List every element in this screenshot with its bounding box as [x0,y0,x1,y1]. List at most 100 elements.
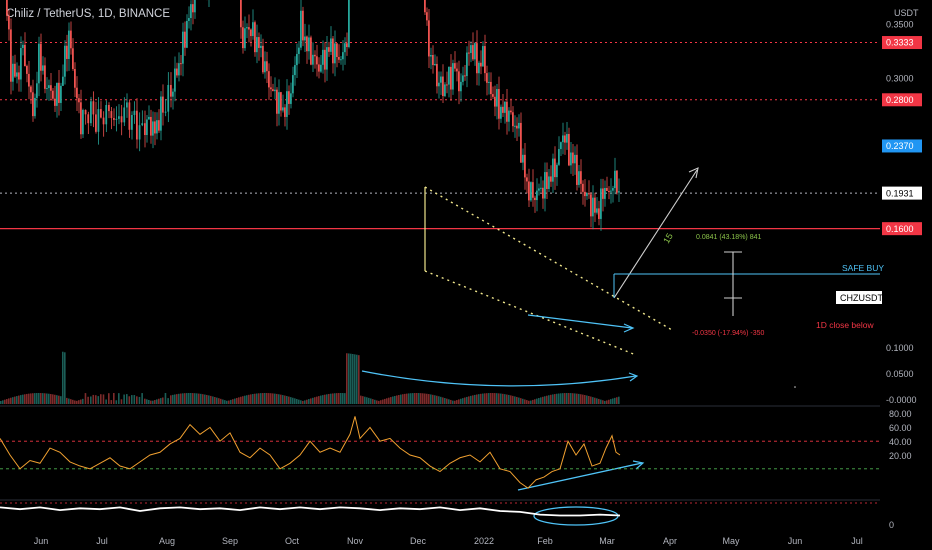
candle-body [141,123,144,126]
candle-body [74,69,76,88]
volume-bar [538,397,540,404]
volume-bar [346,353,348,404]
volume-bar [304,400,306,404]
volume-bar [408,393,410,404]
candle-body [308,37,310,52]
volume-bar [276,393,278,404]
volume-bar [410,393,412,404]
candle-body [172,91,174,97]
candle-body [608,191,610,193]
candle-body [466,52,468,77]
volume-bar [460,398,462,404]
candle-body [240,0,242,28]
candle-body [440,76,442,83]
target-arrow [613,169,698,299]
volume-bar [326,394,328,404]
volume-bar [12,397,14,404]
volume-bar [42,393,44,404]
candle-body [512,112,514,127]
volume-bar [314,397,316,404]
volume-bar [548,395,550,404]
candle-body [476,43,478,74]
volume-bar [378,400,380,404]
candle-body [162,96,164,113]
channel-top-line [424,186,673,331]
candle-body [344,43,346,53]
volume-bar [546,395,548,404]
volume-bar [154,400,156,404]
price-tick: 0.0500 [886,369,914,379]
volume-bar [568,393,570,404]
candle-body [588,193,590,195]
volume-bar [102,394,105,404]
candle-body [80,102,82,135]
volume-bar [572,393,574,404]
candle-body [138,125,141,140]
candle-body [250,29,252,37]
volume-bar [148,399,150,404]
volume-bar [540,397,542,404]
candle-body [462,75,464,82]
candle-body [514,125,516,127]
volume-bar [58,395,60,404]
volume-bar [582,394,584,404]
candle-body [488,81,490,83]
candle-body [188,18,190,21]
volume-bar [296,398,298,404]
volume-bar [198,393,200,404]
volume-bar [360,395,362,404]
candle-body [92,101,95,115]
volume-bar [438,396,440,404]
volume-bar [478,394,480,404]
volume-bar [432,394,434,404]
rsi-tick: 80.00 [889,409,912,419]
volume-bar [332,393,334,404]
volume-bar [184,393,186,404]
volume-bar [474,394,476,404]
volume-bar [424,393,426,404]
candle-body [144,123,146,136]
volume-bar [242,396,244,404]
volume-bar [70,399,72,404]
volume-bar [382,399,384,404]
time-tick: Nov [347,536,364,546]
volume-bar [614,397,616,404]
time-tick: Feb [537,536,553,546]
candle-body [32,92,34,117]
arrow-head [623,323,635,333]
candle-body [614,170,616,189]
candle-body [300,10,302,48]
volume-bar [520,398,522,404]
candle-body [87,114,90,124]
volume-bar [97,396,100,404]
candle-body [484,46,486,74]
target-arrow-head [688,167,699,179]
volume-bar [66,397,68,404]
volume-bar [498,393,500,404]
candle-body [538,188,540,191]
volume-bar [334,393,336,404]
candle-body [174,68,176,92]
candle-body [146,119,148,136]
volume-bar [590,396,592,404]
time-tick: 2022 [474,536,494,546]
volume-bar [234,398,236,404]
volume-bar [202,394,204,404]
volume-bar [454,400,456,404]
volume-bar [258,393,260,404]
volume-bar [128,396,131,404]
volume-bar [36,393,38,404]
time-tick: Mar [599,536,615,546]
candle-body [184,31,186,48]
volume-bar [562,393,564,404]
price-label-bg [882,139,922,153]
volume-bar [320,395,322,404]
candle-body [62,76,64,86]
volume-bar [606,400,608,404]
volume-bar [141,393,143,404]
volume-bar [138,396,141,404]
candle-body [532,182,534,198]
volume-bar [486,393,488,404]
candle-body [22,44,24,49]
